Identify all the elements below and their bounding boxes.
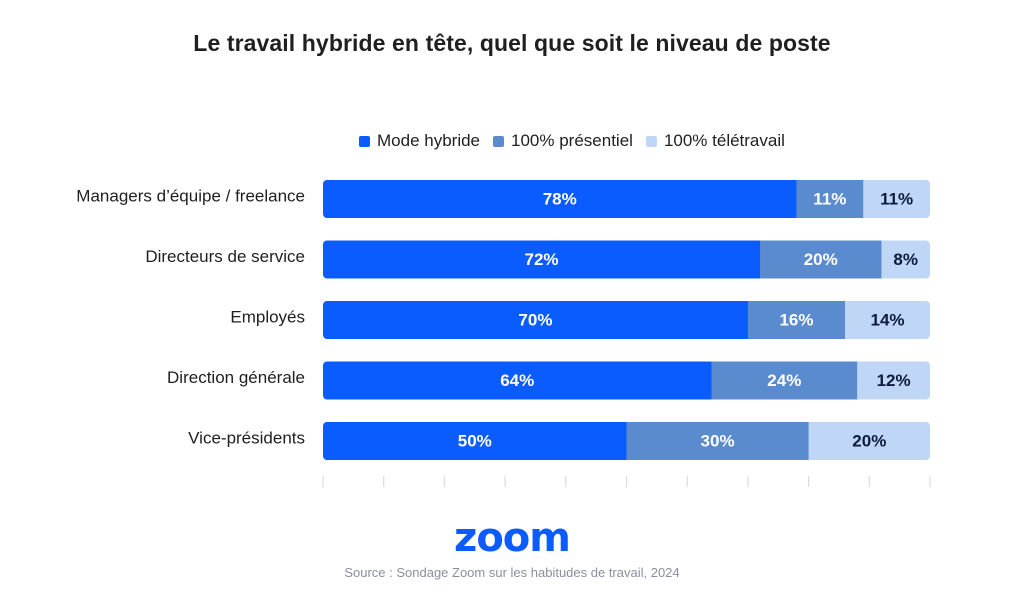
bar-segment [323, 240, 761, 279]
data-label: 72% [525, 250, 559, 269]
data-label: 16% [779, 310, 813, 329]
data-label: 70% [518, 310, 552, 329]
data-label: 8% [893, 250, 918, 269]
zoom-logo: zoom [0, 518, 1024, 558]
zoom-logo-mark: zoom [454, 518, 571, 558]
bar-segment [796, 180, 864, 218]
legend-item-office: 100% présentiel [493, 131, 633, 151]
bar-segment [857, 361, 930, 400]
legend-label-hybrid: Mode hybride [377, 131, 481, 150]
data-label: 14% [870, 310, 904, 329]
data-label: 12% [877, 371, 911, 390]
bar-segment [323, 301, 749, 339]
legend-label-remote: 100% télétravail [663, 131, 785, 150]
bar-segment [863, 180, 930, 218]
category-label: Employés [230, 307, 305, 326]
data-label: 64% [500, 371, 534, 390]
bar-segment [626, 422, 810, 460]
bar-segment [323, 422, 627, 460]
data-label: 24% [767, 371, 801, 390]
legend-item-remote: 100% télétravail [645, 131, 785, 151]
bar-segment [808, 422, 930, 460]
legend-label-office: 100% présentiel [511, 131, 633, 150]
bar-segment [323, 361, 712, 400]
category-label: Direction générale [167, 368, 305, 387]
chart-title: Le travail hybride en tête, quel que soi… [193, 30, 831, 56]
data-label: 11% [813, 189, 846, 208]
stacked-bar-chart: Managers d’équipe / freelance 78% 11% 11% Di… [76, 180, 931, 487]
source-note: Source : Sondage Zoom sur les habitudes … [344, 565, 680, 580]
legend-swatch-hybrid [359, 135, 370, 147]
bar-segment [845, 301, 930, 339]
chart-legend: Mode hybride 100% présentiel 100% télétr… [359, 131, 798, 151]
data-label: 20% [852, 431, 886, 450]
category-label: Directeurs de service [145, 247, 305, 266]
bar-segment [323, 180, 797, 218]
legend-swatch-remote [645, 135, 657, 147]
legend-swatch-office [493, 135, 505, 147]
legend-item-hybrid: Mode hybride [359, 131, 480, 151]
bar-segment [711, 361, 858, 400]
category-label: Vice-présidents [188, 428, 305, 447]
data-label: 20% [804, 250, 838, 269]
data-label: 50% [458, 431, 492, 450]
bar-segment [747, 301, 846, 339]
bar-segment [881, 240, 930, 279]
bar-segment [760, 240, 882, 279]
data-label: 30% [701, 431, 735, 450]
zoom-logo-text: zoom [454, 518, 570, 558]
data-label: 78% [543, 189, 577, 208]
data-label: 11% [880, 189, 913, 208]
category-label: Managers d’équipe / freelance [76, 186, 305, 205]
